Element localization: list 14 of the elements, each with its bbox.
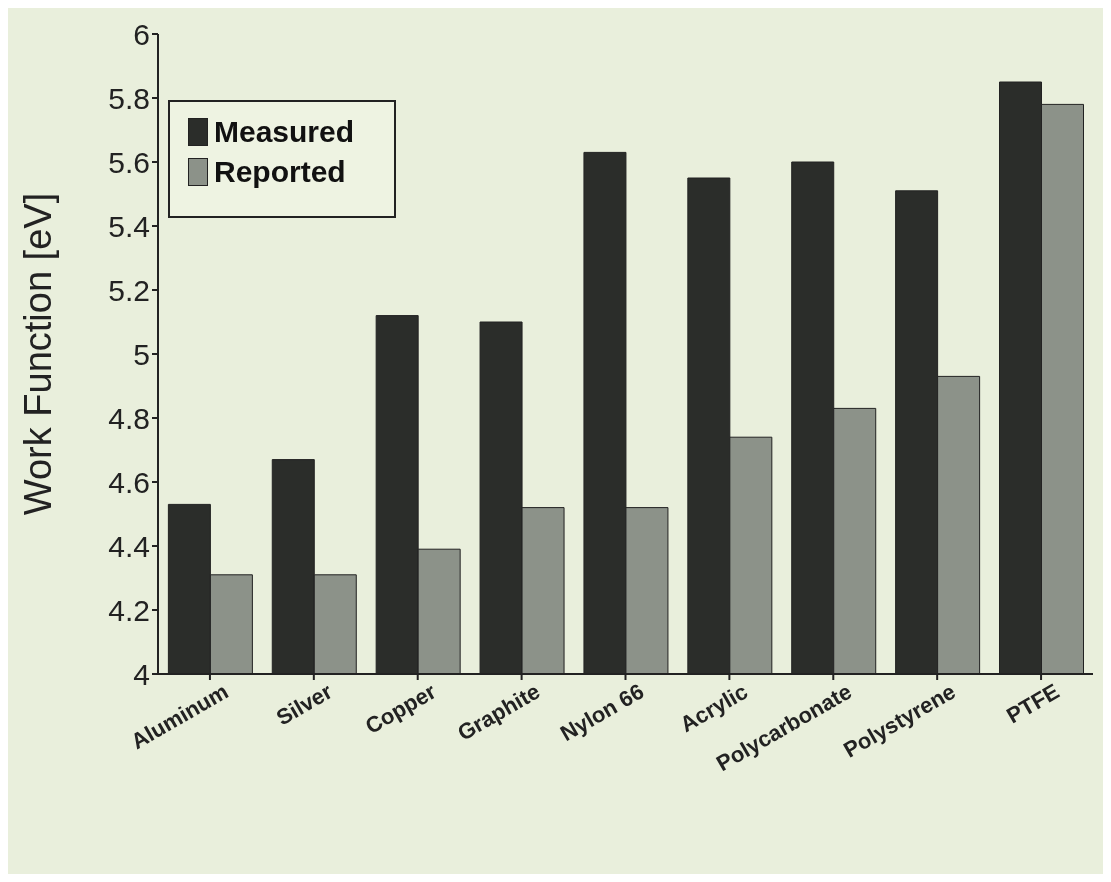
y-axis-title: Work Function [eV] <box>17 192 60 516</box>
y-tick-label: 4.4 <box>108 529 150 563</box>
legend-label: Reported <box>214 154 346 190</box>
y-tick-label: 5.6 <box>108 145 150 179</box>
y-tick-label: 4.8 <box>108 401 150 435</box>
y-tick-label: 5.8 <box>108 81 150 115</box>
y-tick-label: 4.2 <box>108 593 150 627</box>
y-tick-label: 5.2 <box>108 273 150 307</box>
y-tick-label: 4 <box>133 657 150 691</box>
y-tick-label: 5.4 <box>108 209 150 243</box>
legend-label: Measured <box>214 114 355 150</box>
y-tick-label: 4.6 <box>108 465 150 499</box>
y-tick-label: 5 <box>133 337 150 371</box>
y-tick-label: 6 <box>133 17 150 51</box>
